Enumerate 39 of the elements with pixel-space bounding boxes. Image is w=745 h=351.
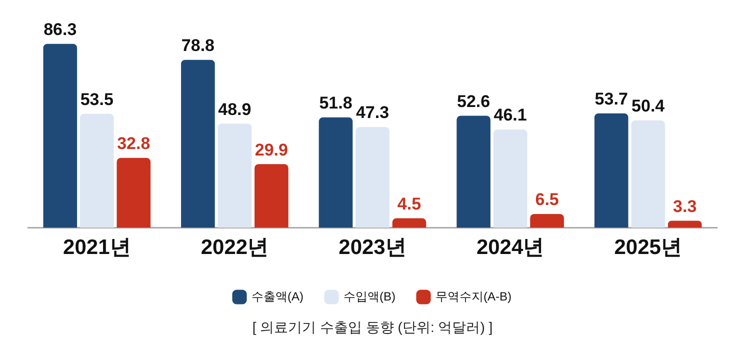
bar xyxy=(80,114,114,228)
bar xyxy=(456,116,490,228)
x-tick-label: 2025년 xyxy=(614,236,682,260)
x-tick-label: 2024년 xyxy=(476,236,544,260)
data-label: 51.8 xyxy=(319,94,352,113)
x-tick-label: 2021년 xyxy=(63,236,131,260)
bar xyxy=(218,124,252,228)
data-label: 46.1 xyxy=(494,106,527,125)
data-label: 52.6 xyxy=(457,92,490,111)
data-label: 53.5 xyxy=(80,90,114,109)
data-label: 32.8 xyxy=(117,134,150,154)
bar xyxy=(254,164,288,228)
data-label: 4.5 xyxy=(397,194,422,214)
bar xyxy=(318,117,353,228)
bar xyxy=(116,158,151,228)
data-label: 3.3 xyxy=(673,196,697,216)
bar xyxy=(356,127,390,228)
data-label: 86.3 xyxy=(44,20,77,40)
bar xyxy=(43,44,78,228)
x-tick-label: 2023년 xyxy=(338,236,406,260)
bar xyxy=(181,60,215,228)
bar xyxy=(668,220,702,228)
x-tick-label: 2022년 xyxy=(200,236,269,260)
data-label: 53.7 xyxy=(594,90,628,109)
legend-label: 수출액(A) xyxy=(252,289,304,304)
data-label: 50.4 xyxy=(632,96,666,116)
data-label: 48.9 xyxy=(218,100,252,119)
bar xyxy=(631,120,666,228)
data-label: 6.5 xyxy=(535,190,559,210)
data-label: 78.8 xyxy=(181,36,214,56)
data-label: 29.9 xyxy=(254,140,288,160)
bar xyxy=(392,218,426,228)
legend-label: 수입액(B) xyxy=(344,289,396,304)
text: [ 의료기기 수출입 동향 (단위: 억달러) ] xyxy=(251,319,494,337)
bar xyxy=(594,113,628,228)
legend-label: 무역수지(A-B) xyxy=(436,289,512,304)
bar xyxy=(493,130,528,228)
data-label: 47.3 xyxy=(356,103,390,122)
bar xyxy=(530,214,564,228)
